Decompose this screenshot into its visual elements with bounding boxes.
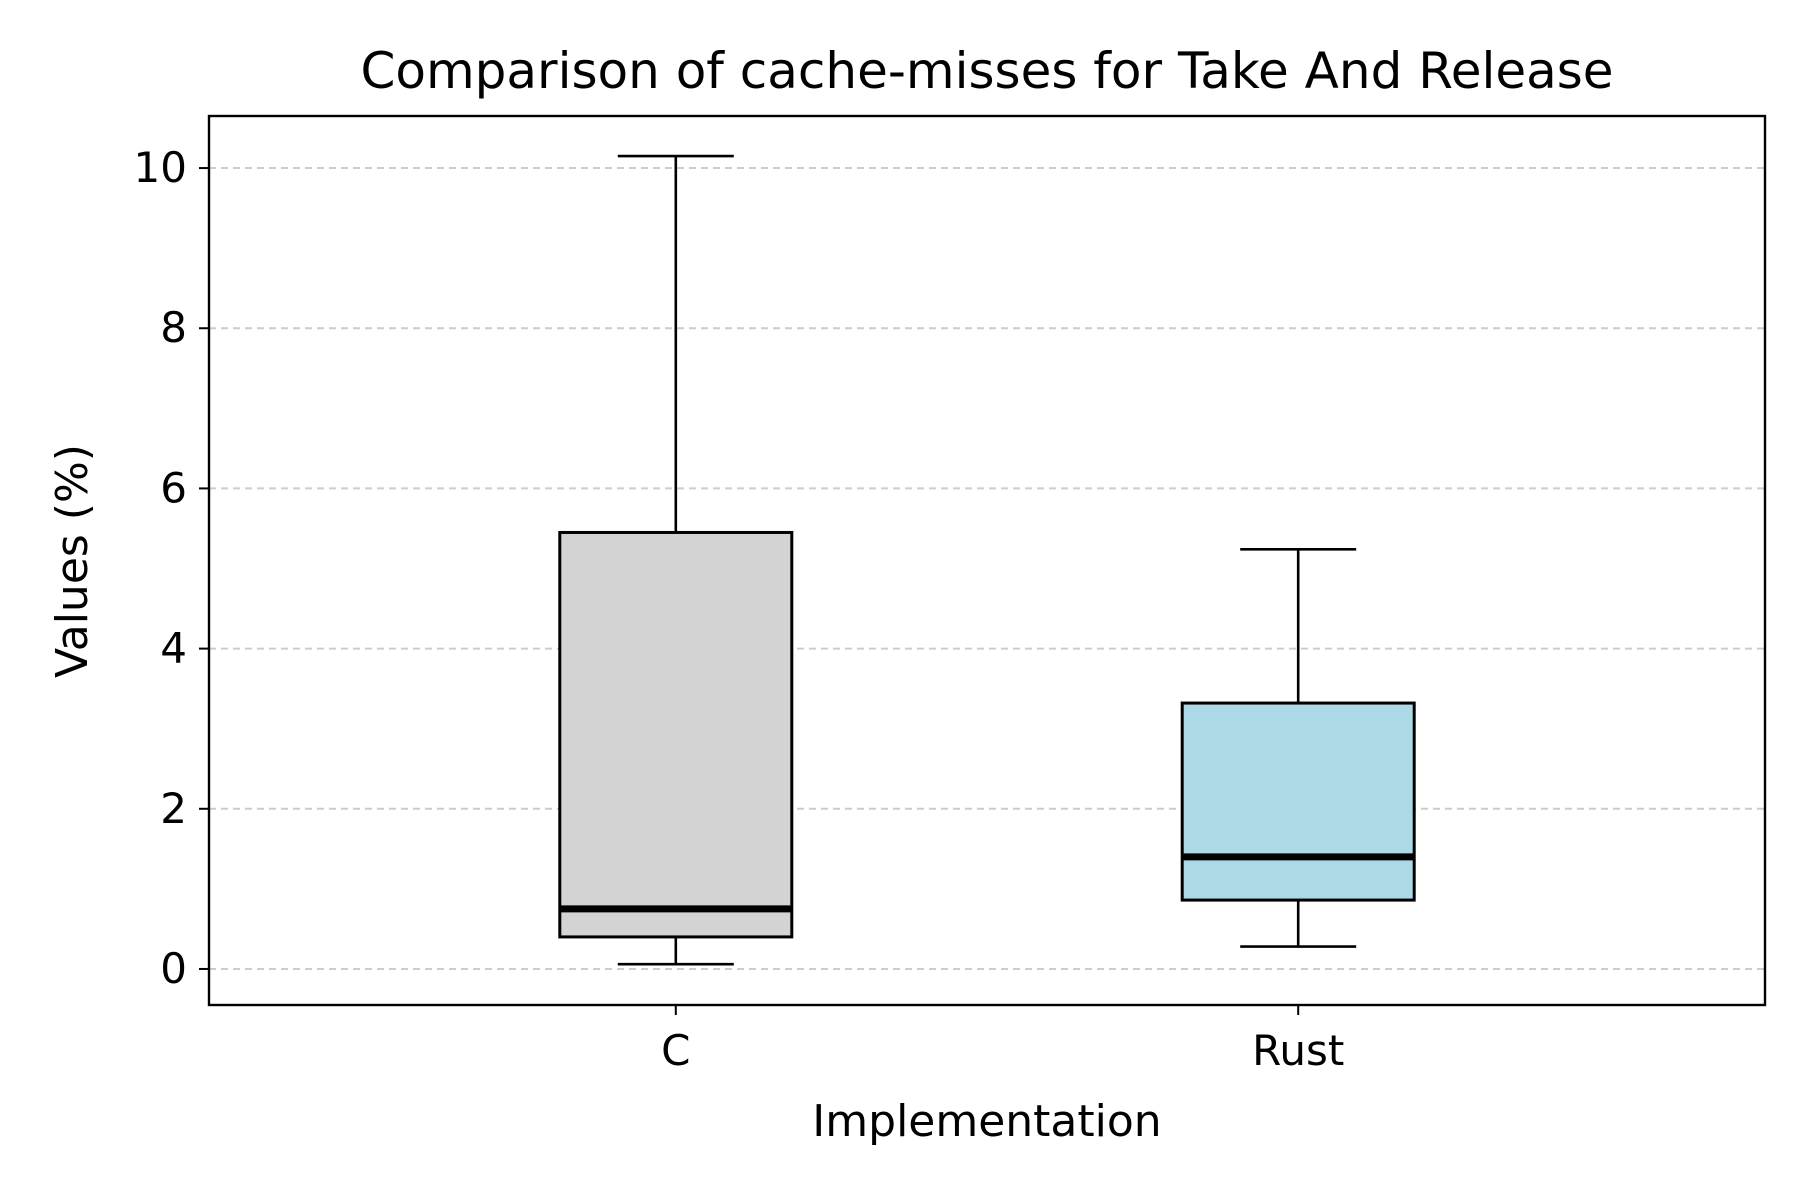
y-tick-label: 2: [160, 784, 187, 833]
box-body: [558, 530, 794, 939]
box-series: [558, 154, 1416, 966]
x-axis-ticks: C Rust: [661, 1005, 1344, 1075]
box-c: [558, 154, 794, 966]
gridlines: [209, 167, 1765, 970]
box-rust: [1180, 547, 1416, 948]
y-tick-label: 6: [160, 463, 187, 512]
box-body: [1180, 701, 1416, 902]
plot-frame: [207, 114, 1767, 1007]
y-tick-label: 4: [160, 624, 187, 673]
chart-title: Comparison of cache-misses for Take And …: [360, 42, 1613, 100]
y-axis-label: Values (%): [47, 444, 98, 678]
x-tick-label: C: [661, 1026, 690, 1075]
y-tick-label: 8: [160, 303, 187, 352]
x-axis-label: Implementation: [812, 1096, 1161, 1147]
y-tick-label: 0: [160, 944, 187, 993]
y-tick-label: 10: [134, 143, 187, 192]
y-axis-ticks: 0 2 4 6 8 10: [134, 143, 209, 993]
x-tick-label: Rust: [1252, 1026, 1344, 1075]
